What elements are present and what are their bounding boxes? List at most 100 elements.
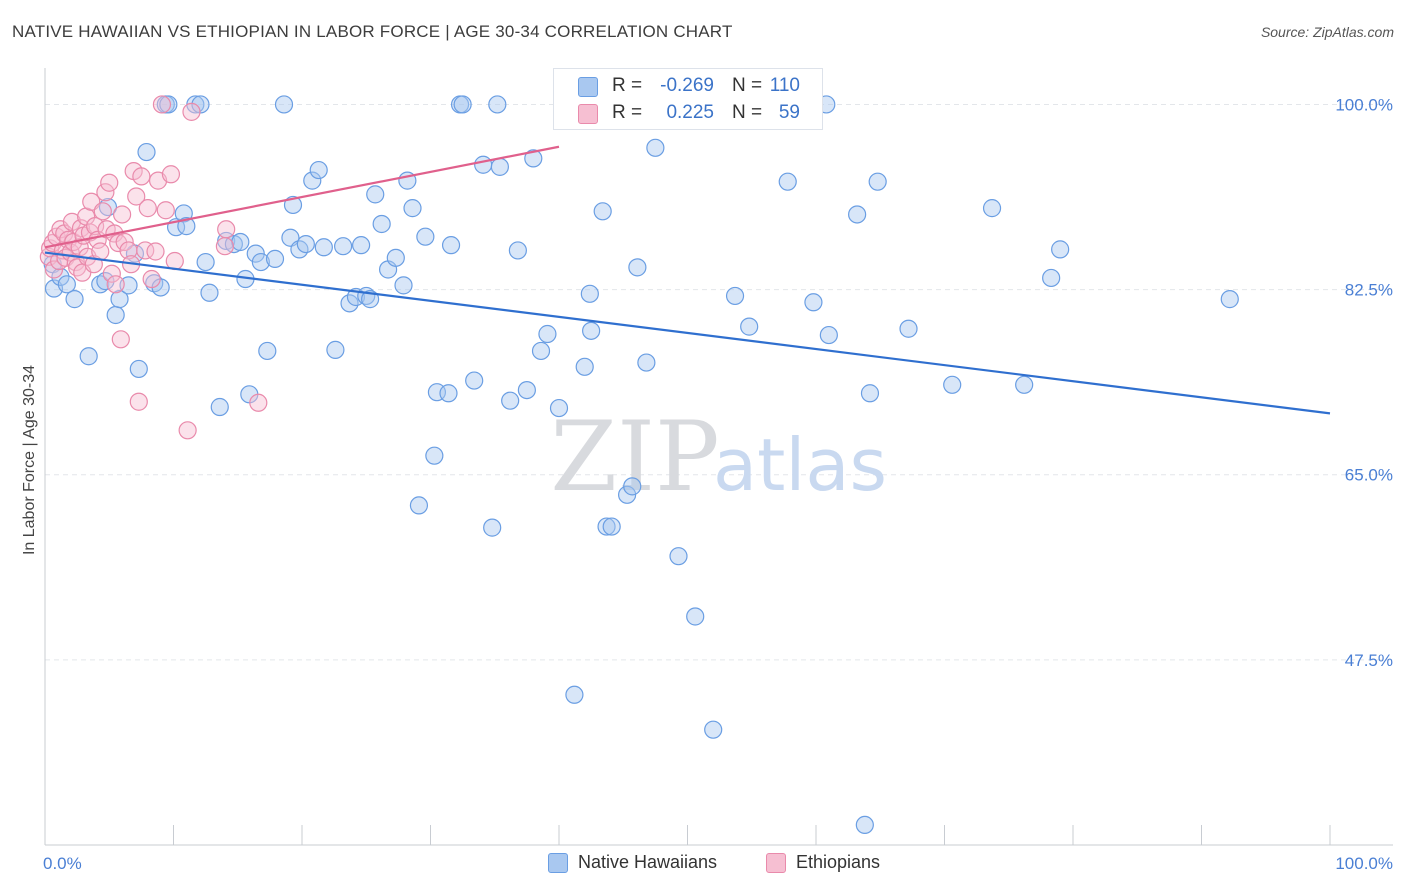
ethiopian-point — [142, 269, 161, 289]
native-hawaiian-point — [804, 293, 823, 312]
native-hawaiian-point — [593, 202, 612, 221]
ethiopian-point — [109, 233, 128, 253]
native-hawaiian-point — [200, 283, 219, 302]
stats-row-native-hawaiians: R = -0.269 N = 110 — [554, 74, 824, 100]
stats-r-value: -0.269 — [660, 75, 714, 96]
ethiopian-point — [132, 167, 151, 186]
native-hawaiian-point — [119, 276, 138, 295]
native-hawaiian-point — [982, 199, 1002, 218]
trend-lines — [44, 145, 1331, 415]
native-hawaiian-point — [258, 341, 277, 361]
native-hawaiian-point — [1220, 290, 1239, 309]
ethiopian-point — [138, 199, 157, 218]
native-hawaiian-point — [352, 236, 371, 255]
native-hawaiian-point — [416, 227, 435, 246]
native-hawaiian-point — [394, 276, 413, 295]
trend-line-ethiopians — [44, 145, 560, 249]
native-hawaiian-point — [819, 325, 838, 345]
native-hawaiian-point — [501, 391, 520, 410]
legend-item-ethiopians[interactable]: Ethiopians — [766, 852, 880, 873]
native-hawaiian-point — [366, 185, 385, 204]
ethiopian-point — [249, 393, 268, 412]
ethiopian-point — [86, 217, 105, 236]
y-tick-label: 65.0% — [1345, 466, 1393, 485]
native-hawaiian-point — [91, 275, 110, 294]
native-hawaiian-point — [580, 284, 599, 303]
native-hawaiian-point — [137, 142, 156, 162]
ethiopian-point — [112, 205, 132, 224]
x-tick-label: 100.0% — [1335, 854, 1393, 873]
native-hawaiian-point — [778, 172, 797, 191]
trend-line-native-hawaiians — [44, 251, 1331, 415]
stats-r-label: R = — [612, 75, 643, 96]
stats-n-value: 110 — [769, 75, 800, 96]
watermark-atlas: atlas — [713, 423, 887, 507]
native-hawaiian-point — [646, 138, 665, 157]
native-hawaiian-point — [246, 244, 265, 263]
native-hawaiian-point — [549, 398, 569, 418]
stats-r-value: 0.225 — [666, 102, 714, 123]
native-hawaiian-point — [453, 95, 472, 114]
ethiopian-point — [93, 202, 112, 221]
native-hawaiian-point — [465, 371, 484, 390]
native-hawaiian-point — [860, 384, 880, 403]
native-hawaiian-point — [1051, 240, 1070, 259]
ethiopian-point — [215, 237, 234, 256]
native-hawaiian-point — [106, 305, 125, 325]
native-hawaiian-point — [96, 272, 115, 291]
ethiopian-point — [111, 330, 130, 349]
native-hawaiian-point — [439, 384, 458, 403]
native-hawaiian-point — [403, 199, 422, 218]
ethiopian-point — [115, 232, 134, 252]
native-hawaiian-point — [231, 232, 250, 252]
stats-swatch-blue — [578, 77, 598, 97]
ethiopian-point — [129, 392, 148, 411]
native-hawaiian-point — [628, 258, 647, 277]
native-hawaiian-point — [314, 238, 333, 257]
ethiopian-point — [178, 421, 197, 440]
native-hawaiian-point — [618, 485, 637, 504]
native-hawaiian-point — [309, 160, 328, 180]
gridlines — [45, 103, 1393, 661]
native-hawaiian-point — [409, 496, 429, 515]
native-hawaiian-point — [669, 547, 688, 566]
source-label: Source: ZipAtlas.com — [1260, 24, 1394, 40]
y-tick-label: 47.5% — [1345, 651, 1393, 670]
native-hawaiian-point — [868, 172, 887, 191]
legend-item-native-hawaiians[interactable]: Native Hawaiians — [548, 852, 717, 873]
native-hawaiian-point — [855, 815, 874, 834]
native-hawaiian-point — [386, 248, 405, 267]
legend-swatch-blue — [548, 852, 568, 873]
stats-legend: R = -0.269 N = 110 R = 0.225 N = 59 — [553, 68, 823, 130]
native-hawaiian-point — [265, 249, 285, 269]
native-hawaiian-point — [637, 353, 656, 372]
ethiopian-point — [156, 201, 175, 220]
native-hawaiian-point — [899, 319, 918, 338]
tick-labels: 100.0% 82.5% 65.0% 47.5% 0.0% 100.0% — [43, 95, 1393, 873]
native-hawaiian-point — [303, 171, 322, 190]
native-hawaiian-point — [483, 518, 502, 537]
ethiopian-point — [127, 187, 146, 206]
native-hawaiian-point — [129, 359, 148, 379]
ethiopian-point — [44, 260, 64, 279]
y-axis-label: In Labor Force | Age 30-34 — [21, 365, 38, 555]
legend-swatch-pink — [766, 852, 786, 873]
native-hawaiian-point — [110, 290, 129, 309]
native-hawaiian-point — [597, 517, 616, 536]
native-hawaiian-point — [943, 375, 962, 394]
native-hawaiian-point — [57, 275, 76, 294]
native-hawaiian-point — [334, 237, 353, 256]
ethiopian-point — [161, 165, 181, 184]
legend-label: Ethiopians — [796, 852, 881, 872]
native-hawaiian-point — [488, 95, 507, 114]
native-hawaiian-point — [538, 324, 557, 344]
native-hawaiian-point — [490, 157, 509, 176]
stats-swatch-pink — [578, 104, 598, 124]
native-hawaiian-point — [51, 267, 70, 286]
native-hawaiian-point — [740, 317, 759, 336]
y-tick-label: 100.0% — [1335, 95, 1393, 114]
native-hawaiian-point — [686, 607, 705, 626]
native-hawaiian-point — [1042, 268, 1061, 288]
stats-n-label: N = — [732, 75, 763, 96]
